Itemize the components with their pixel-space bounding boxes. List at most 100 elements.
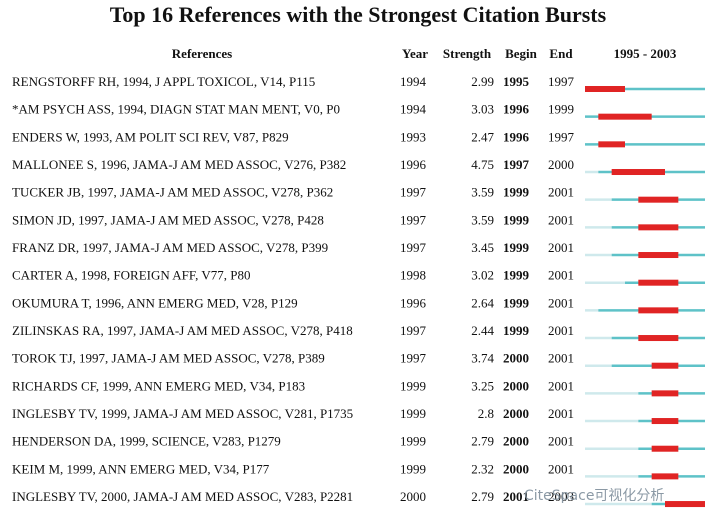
end: 1997 xyxy=(548,74,575,89)
end: 1999 xyxy=(548,102,574,117)
strength: 3.59 xyxy=(471,185,494,200)
strength: 2.64 xyxy=(471,295,494,310)
year: 1999 xyxy=(400,406,426,421)
column-header: Begin xyxy=(505,46,538,61)
begin: 1999 xyxy=(503,295,530,310)
reference: HENDERSON DA, 1999, SCIENCE, V283, P1279 xyxy=(12,434,281,449)
strength: 3.59 xyxy=(471,212,494,227)
burst-bar xyxy=(598,113,652,120)
begin: 1997 xyxy=(503,157,530,172)
reference: TOROK TJ, 1997, JAMA-J AM MED ASSOC, V27… xyxy=(12,351,325,366)
burst-bar xyxy=(651,390,679,397)
column-header: 1995 - 2003 xyxy=(614,46,677,61)
end: 2003 xyxy=(548,489,574,504)
end: 2001 xyxy=(548,323,574,338)
burst-bar xyxy=(651,418,679,425)
year: 1996 xyxy=(400,295,427,310)
burst-bar xyxy=(638,335,679,342)
column-header: End xyxy=(549,46,573,61)
begin: 2000 xyxy=(503,434,529,449)
end: 2001 xyxy=(548,212,574,227)
begin: 1996 xyxy=(503,129,530,144)
reference: FRANZ DR, 1997, JAMA-J AM MED ASSOC, V27… xyxy=(12,240,328,255)
strength: 4.75 xyxy=(471,157,494,172)
reference: RICHARDS CF, 1999, ANN EMERG MED, V34, P… xyxy=(12,378,305,393)
burst-bar xyxy=(638,224,679,231)
burst-bar xyxy=(651,473,679,480)
end: 1997 xyxy=(548,129,575,144)
year: 1997 xyxy=(400,185,427,200)
burst-bar xyxy=(651,362,679,369)
year: 1997 xyxy=(400,351,427,366)
strength: 3.02 xyxy=(471,268,494,283)
begin: 1999 xyxy=(503,268,530,283)
reference: TUCKER JB, 1997, JAMA-J AM MED ASSOC, V2… xyxy=(12,185,333,200)
end: 2000 xyxy=(548,157,574,172)
begin: 2000 xyxy=(503,378,529,393)
end: 2001 xyxy=(548,351,574,366)
end: 2001 xyxy=(548,378,574,393)
strength: 2.8 xyxy=(478,406,494,421)
burst-bar xyxy=(611,169,665,176)
reference: *AM PSYCH ASS, 1994, DIAGN STAT MAN MENT… xyxy=(12,102,340,117)
begin: 1999 xyxy=(503,212,530,227)
column-header: Strength xyxy=(443,46,492,61)
strength: 2.47 xyxy=(471,129,494,144)
burst-bar xyxy=(585,86,625,92)
end: 2001 xyxy=(548,434,574,449)
year: 1994 xyxy=(400,102,427,117)
end: 2001 xyxy=(548,240,574,255)
strength: 3.74 xyxy=(471,351,494,366)
begin: 2000 xyxy=(503,461,529,476)
reference: ENDERS W, 1993, AM POLIT SCI REV, V87, P… xyxy=(12,129,289,144)
reference: INGLESBY TV, 2000, JAMA-J AM MED ASSOC, … xyxy=(12,489,353,504)
year: 1999 xyxy=(400,434,426,449)
reference: OKUMURA T, 1996, ANN EMERG MED, V28, P12… xyxy=(12,295,298,310)
begin: 2000 xyxy=(503,351,529,366)
begin: 1999 xyxy=(503,185,530,200)
year: 1997 xyxy=(400,240,427,255)
strength: 2.99 xyxy=(471,74,494,89)
watermark: CiteSpace可视化分析 xyxy=(524,488,664,504)
column-header: Year xyxy=(402,46,428,61)
year: 2000 xyxy=(400,489,426,504)
strength: 2.79 xyxy=(471,434,494,449)
burst-bar xyxy=(638,252,679,259)
reference: INGLESBY TV, 1999, JAMA-J AM MED ASSOC, … xyxy=(12,406,353,421)
year: 1993 xyxy=(400,129,426,144)
begin: 2001 xyxy=(503,489,529,504)
end: 2001 xyxy=(548,295,574,310)
reference: RENGSTORFF RH, 1994, J APPL TOXICOL, V14… xyxy=(12,74,315,89)
year: 1996 xyxy=(400,157,427,172)
strength: 2.44 xyxy=(471,323,494,338)
burst-bar xyxy=(665,501,705,508)
strength: 3.25 xyxy=(471,378,494,393)
begin: 1999 xyxy=(503,240,530,255)
end: 2001 xyxy=(548,461,574,476)
year: 1999 xyxy=(400,461,426,476)
year: 1999 xyxy=(400,378,426,393)
begin: 1999 xyxy=(503,323,530,338)
column-header: References xyxy=(172,46,232,61)
begin: 1996 xyxy=(503,102,530,117)
strength: 2.32 xyxy=(471,461,494,476)
year: 1997 xyxy=(400,323,427,338)
year: 1994 xyxy=(400,74,427,89)
end: 2001 xyxy=(548,268,574,283)
burst-bar xyxy=(638,307,679,314)
strength: 3.03 xyxy=(471,102,494,117)
burst-bar xyxy=(638,196,679,203)
reference: CARTER A, 1998, FOREIGN AFF, V77, P80 xyxy=(12,268,250,283)
strength: 3.45 xyxy=(471,240,494,255)
reference: SIMON JD, 1997, JAMA-J AM MED ASSOC, V27… xyxy=(12,212,324,227)
burst-bar xyxy=(598,141,625,148)
title: Top 16 References with the Strongest Cit… xyxy=(110,2,607,27)
reference: MALLONEE S, 1996, JAMA-J AM MED ASSOC, V… xyxy=(12,157,346,172)
end: 2001 xyxy=(548,185,574,200)
reference: ZILINSKAS RA, 1997, JAMA-J AM MED ASSOC,… xyxy=(12,323,353,338)
end: 2001 xyxy=(548,406,574,421)
reference: KEIM M, 1999, ANN EMERG MED, V34, P177 xyxy=(12,461,270,476)
burst-bar xyxy=(638,279,679,286)
strength: 2.79 xyxy=(471,489,494,504)
